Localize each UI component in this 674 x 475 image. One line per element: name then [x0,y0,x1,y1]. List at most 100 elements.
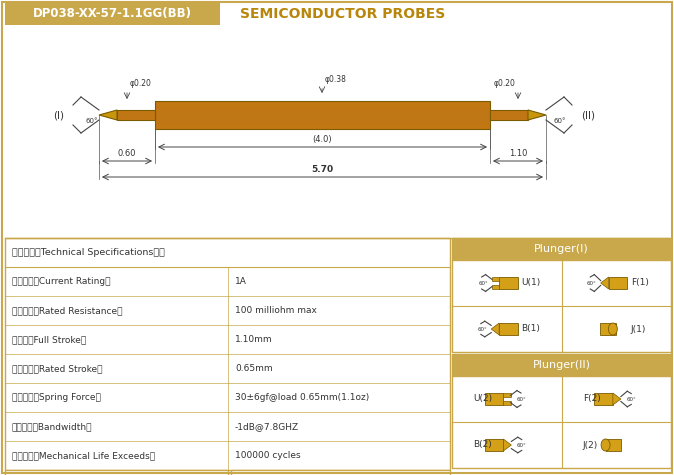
Text: 60°: 60° [517,443,526,448]
Bar [503,393,511,397]
Text: 5.70: 5.70 [311,165,334,174]
Bar [117,118,155,119]
Text: 额定电阻（Rated Resistance）: 额定电阻（Rated Resistance） [12,306,123,315]
Bar [155,108,490,109]
Text: SEMICONDUCTOR PROBES: SEMICONDUCTOR PROBES [240,7,446,21]
Bar [490,113,528,114]
Text: 100000 cycles: 100000 cycles [235,451,301,460]
Bar [155,123,490,124]
Bar [155,126,490,127]
Text: 100 milliohm max: 100 milliohm max [235,306,317,315]
Text: φ0.20: φ0.20 [130,79,152,88]
Text: 测试寿命（Mechanical Life Exceeds）: 测试寿命（Mechanical Life Exceeds） [12,451,155,460]
Text: (II): (II) [581,110,595,120]
Text: 1.10: 1.10 [509,149,527,158]
Text: Plunger(II): Plunger(II) [532,360,590,370]
Bar [117,115,155,116]
Text: 额定电流（Current Rating）: 额定电流（Current Rating） [12,277,111,286]
Bar [117,113,155,114]
Bar [231,470,450,475]
Bar [605,439,621,451]
Bar [155,110,490,111]
Bar [490,119,528,120]
Text: 1.10mm: 1.10mm [235,335,272,344]
Text: F(2): F(2) [583,395,601,403]
Text: U(1): U(1) [521,278,541,287]
Bar [155,105,490,106]
Bar [155,102,490,103]
Text: 技术要求（Technical Specifications）：: 技术要求（Technical Specifications）： [12,248,165,257]
Bar [5,470,228,475]
Ellipse shape [601,439,610,451]
Bar [155,119,490,120]
Bar [155,101,490,129]
Bar [155,120,490,121]
Bar [490,112,528,113]
Text: J(1): J(1) [631,324,646,333]
Bar [490,114,528,115]
Text: 60°: 60° [587,281,596,286]
Bar [155,121,490,122]
Bar [155,106,490,107]
Bar [492,277,499,281]
Text: 30±6gf@load 0.65mm(1.1oz): 30±6gf@load 0.65mm(1.1oz) [235,393,369,402]
Bar [155,125,490,126]
Text: Plunger(I): Plunger(I) [534,244,589,254]
Bar [5,238,450,470]
Bar [155,118,490,119]
Text: B(1): B(1) [521,324,540,333]
Text: 60°: 60° [477,327,487,332]
Text: F(1): F(1) [631,278,648,287]
Bar [117,110,155,120]
Bar [499,277,518,289]
Bar [490,117,528,118]
Polygon shape [528,110,546,120]
Bar [117,114,155,115]
Bar [155,124,490,125]
Bar [117,110,155,111]
Bar [155,107,490,108]
Text: J(2): J(2) [583,440,598,449]
Text: φ0.20: φ0.20 [493,79,515,88]
Text: B(2): B(2) [473,440,492,449]
Bar [499,323,518,335]
Bar [117,112,155,113]
Bar [155,116,490,117]
Polygon shape [99,110,117,120]
Bar [155,104,490,105]
Bar [492,285,499,289]
Text: DP038-XX-57-1.1GG(BB): DP038-XX-57-1.1GG(BB) [32,8,191,20]
Bar [609,277,627,289]
FancyBboxPatch shape [452,354,671,376]
Text: -1dB@7.8GHZ: -1dB@7.8GHZ [235,422,299,431]
Text: (4.0): (4.0) [313,135,332,144]
Bar [155,113,490,114]
Text: 60°: 60° [85,118,98,124]
Polygon shape [503,439,512,451]
Bar [594,393,613,405]
Text: (I): (I) [53,110,65,120]
Bar [117,117,155,118]
Bar [485,393,503,405]
Bar [155,114,490,115]
Text: 60°: 60° [626,397,636,402]
FancyBboxPatch shape [5,3,220,25]
Text: 满行程（Full Stroke）: 满行程（Full Stroke） [12,335,86,344]
Bar [155,122,490,123]
Bar [155,127,490,128]
Bar [155,109,490,110]
Bar [155,115,490,116]
Text: 60°: 60° [554,118,567,124]
Text: 额定行程（Rated Stroke）: 额定行程（Rated Stroke） [12,364,102,373]
Bar [155,101,490,102]
Bar [452,260,671,352]
Text: 60°: 60° [479,281,488,286]
Polygon shape [601,277,609,289]
Text: 额定弹力（Spring Force）: 额定弹力（Spring Force） [12,393,101,402]
Bar [490,115,528,116]
Text: 0.65mm: 0.65mm [235,364,272,373]
Text: 1A: 1A [235,277,247,286]
Bar [155,111,490,112]
FancyBboxPatch shape [452,238,671,260]
Bar [117,111,155,112]
